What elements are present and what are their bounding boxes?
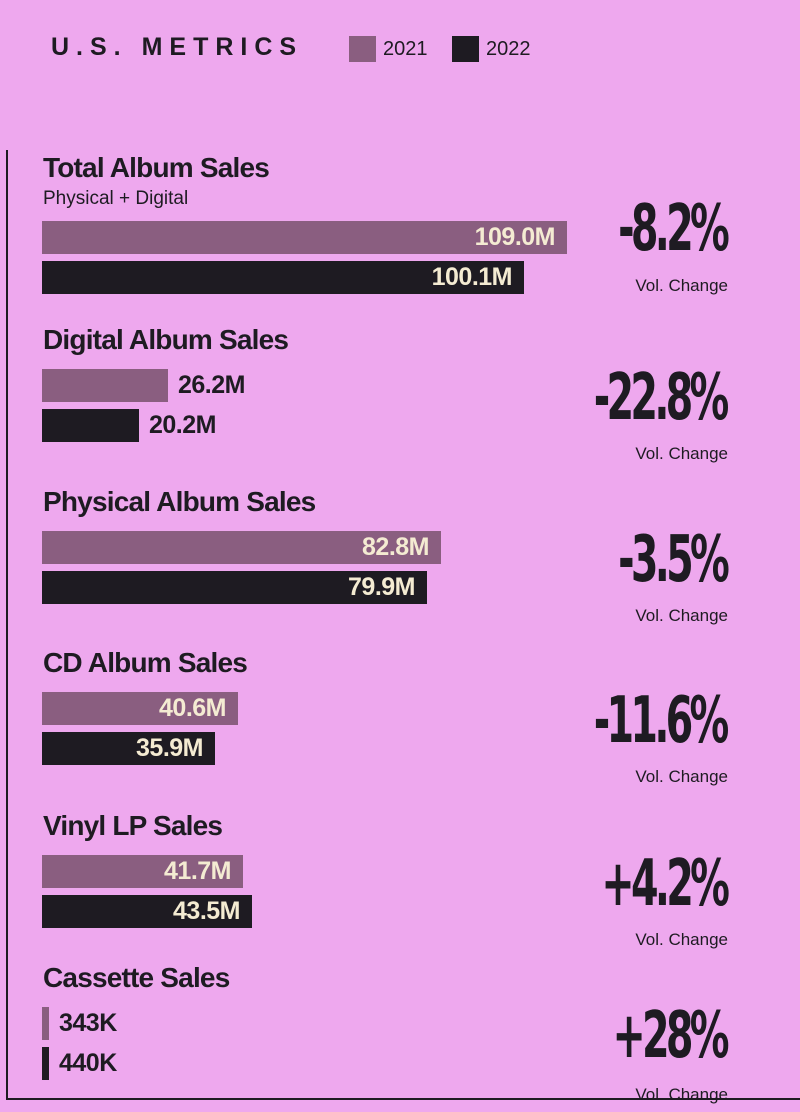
metric-section: Cassette Sales 343K 440K +28% Vol. Change [0, 962, 800, 1112]
bar-2022 [42, 571, 427, 604]
volume-change-caption: Vol. Change [635, 930, 728, 949]
legend-item-2021: 2021 [349, 36, 428, 62]
bar-2022 [42, 895, 252, 928]
bar-2022 [42, 1047, 49, 1080]
volume-change-caption: Vol. Change [635, 606, 728, 625]
bar-2021 [42, 1007, 49, 1040]
bar-2021 [42, 531, 441, 564]
data-label-2021: 109.0M [474, 223, 556, 251]
data-label-2021: 26.2M [178, 371, 245, 399]
volume-change-caption: Vol. Change [635, 276, 728, 295]
metric-section: Total Album Sales Physical + Digital 109.0… [0, 152, 800, 302]
bar-2022 [42, 409, 139, 442]
metric-section: Vinyl LP Sales 41.7M 43.5M +4.2% Vol. Change [0, 810, 800, 960]
metric-title: Vinyl LP Sales [43, 810, 223, 841]
legend-item-2022: 2022 [452, 36, 531, 62]
data-label-2022: 20.2M [149, 411, 216, 439]
bottom-rule [6, 1098, 800, 1100]
legend-label-2022: 2022 [486, 37, 531, 60]
metric-section: CD Album Sales 40.6M 35.9M -11.6% Vol. Chang… [0, 647, 800, 797]
bar-2021 [42, 692, 238, 725]
chart-header: U.S. METRICS 2021 2022 [0, 0, 800, 100]
volume-change-value: +4.2% [601, 847, 729, 921]
metric-section: Digital Album Sales 26.2M 20.2M -22.8% Vol. … [0, 324, 800, 474]
volume-change-value: -11.6% [594, 684, 730, 758]
bar-2021 [42, 855, 243, 888]
metric-title: Total Album Sales [43, 152, 270, 183]
metric-title: Digital Album Sales [43, 324, 289, 355]
volume-change-value: -3.5% [618, 523, 730, 597]
left-axis-line [6, 150, 8, 1100]
metric-section: Physical Album Sales 82.8M 79.9M -3.5% Vol. … [0, 486, 800, 636]
chart-title: U.S. METRICS [51, 33, 304, 61]
legend-label-2021: 2021 [383, 37, 428, 60]
data-label-2022: 43.5M [173, 897, 240, 925]
bar-2022 [42, 732, 215, 765]
data-label-2021: 82.8M [362, 533, 429, 561]
volume-change-value: -8.2% [618, 192, 730, 266]
volume-change-value: +28% [612, 999, 730, 1073]
data-label-2022: 440K [59, 1049, 117, 1077]
metric-title: Cassette Sales [43, 962, 230, 993]
metric-subtitle: Physical + Digital [43, 188, 189, 209]
metric-title: CD Album Sales [43, 647, 248, 678]
data-label-2022: 35.9M [136, 734, 203, 762]
bar-2021 [42, 369, 168, 402]
volume-change-caption: Vol. Change [635, 767, 728, 786]
data-label-2021: 343K [59, 1009, 117, 1037]
bar-2021 [42, 221, 567, 254]
legend-swatch-2022 [452, 36, 479, 62]
data-label-2022: 100.1M [431, 263, 513, 291]
data-label-2021: 40.6M [159, 694, 226, 722]
legend-swatch-2021 [349, 36, 376, 62]
volume-change-caption: Vol. Change [635, 1085, 728, 1104]
metric-title: Physical Album Sales [43, 486, 316, 517]
volume-change-caption: Vol. Change [635, 444, 728, 463]
data-label-2022: 79.9M [348, 573, 415, 601]
bar-2022 [42, 261, 524, 294]
volume-change-value: -22.8% [594, 361, 730, 435]
data-label-2021: 41.7M [164, 857, 231, 885]
